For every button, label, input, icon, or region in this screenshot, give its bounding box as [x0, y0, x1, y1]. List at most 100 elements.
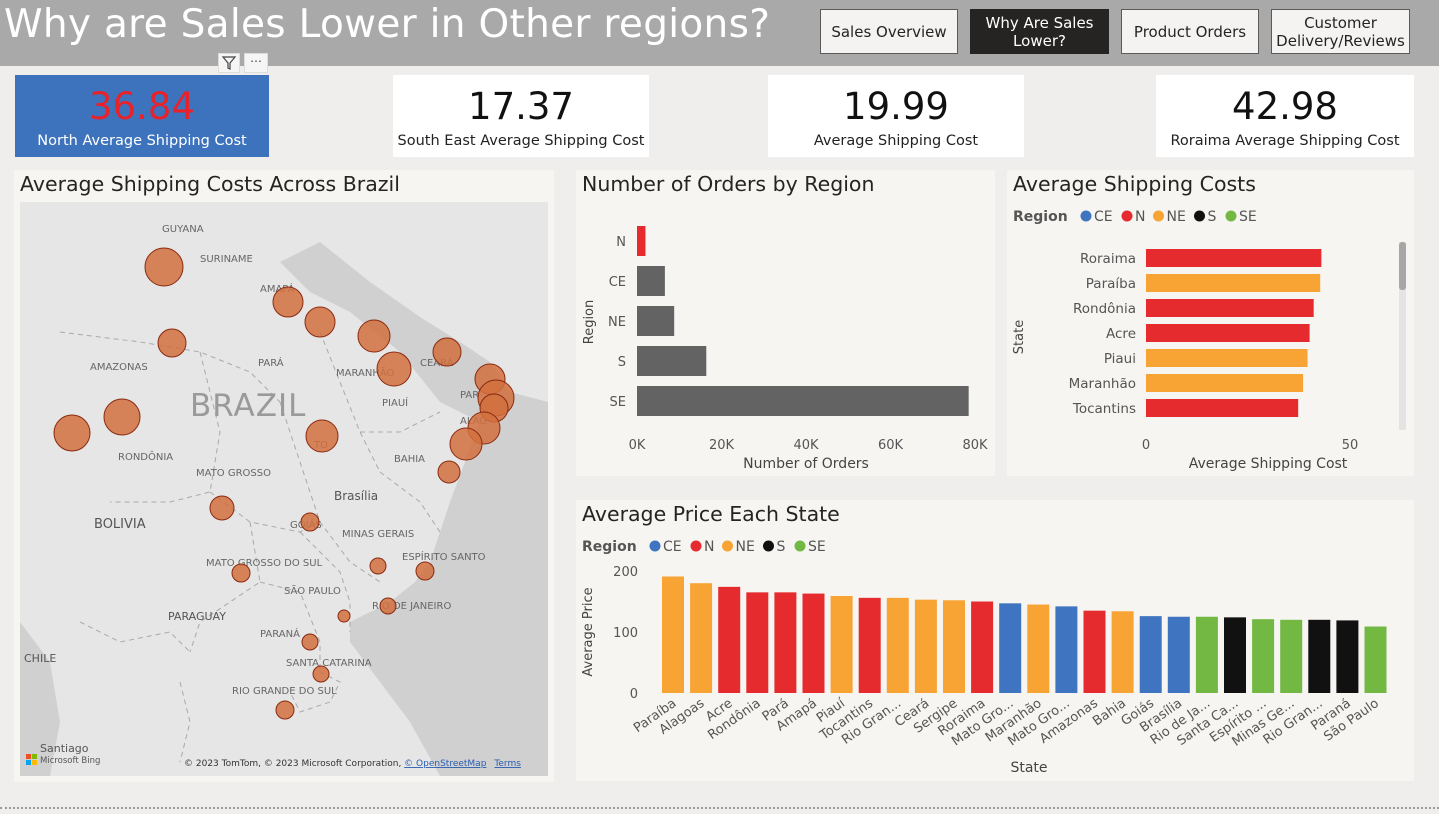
map-bubble[interactable]	[301, 633, 319, 651]
bar[interactable]	[971, 601, 994, 694]
bar[interactable]	[1139, 616, 1162, 693]
legend-swatch[interactable]	[1225, 210, 1237, 222]
map-bubble[interactable]	[357, 319, 391, 353]
openstreetmap-link[interactable]: © OpenStreetMap	[404, 759, 487, 769]
bar[interactable]	[1224, 617, 1246, 693]
bar[interactable]	[1167, 616, 1190, 693]
legend-item[interactable]: NE	[1167, 209, 1186, 225]
map-bubble[interactable]	[300, 512, 320, 532]
filter-icon[interactable]	[218, 53, 240, 73]
legend-item[interactable]: S	[1208, 209, 1217, 225]
orders-by-region-chart[interactable]: N CE NE S SE 0K 20K 40K 60K 80K Number of Orders Re…	[576, 170, 995, 476]
nav-customer-delivery-reviews-button[interactable]: Customer Delivery/Reviews	[1271, 9, 1410, 54]
map-bubble[interactable]	[304, 306, 336, 338]
map-bubble[interactable]	[144, 247, 184, 287]
bar[interactable]	[914, 599, 937, 693]
legend-swatch[interactable]	[649, 540, 661, 552]
bar[interactable]	[1146, 249, 1322, 267]
map-bubble[interactable]	[379, 597, 397, 615]
more-options-icon[interactable]: ⋯	[244, 53, 268, 73]
bar[interactable]	[1308, 619, 1331, 693]
legend-swatch[interactable]	[1194, 210, 1205, 222]
legend-item[interactable]: N	[1135, 209, 1145, 225]
legend-swatch[interactable]	[1121, 210, 1133, 222]
bar[interactable]	[1195, 616, 1218, 693]
map-bubble[interactable]	[369, 557, 387, 575]
nav-sales-overview-button[interactable]: Sales Overview	[820, 9, 958, 54]
bar[interactable]	[1146, 374, 1304, 392]
shipping-costs-chart[interactable]: Roraima Paraíba Rondônia Acre Piaui Maranhão T…	[1007, 170, 1414, 476]
kpi-card-average-shipping[interactable]: 19.99 Average Shipping Cost	[768, 75, 1024, 157]
bar[interactable]	[690, 583, 713, 693]
map-bubble[interactable]	[305, 419, 339, 453]
bar[interactable]	[718, 586, 741, 693]
bar[interactable]	[1336, 620, 1359, 693]
bar[interactable]	[999, 603, 1022, 693]
legend-item[interactable]: CE	[663, 539, 682, 555]
map-bubble[interactable]	[231, 563, 251, 583]
bar[interactable]	[858, 597, 881, 693]
bar[interactable]	[637, 266, 665, 296]
legend-swatch[interactable]	[794, 540, 806, 552]
average-price-chart[interactable]: 0100200ParaíbaAlagoasAcreRondôniaParáAma…	[576, 500, 1414, 781]
map-bubble[interactable]	[376, 351, 412, 387]
map-bubble[interactable]	[449, 427, 483, 461]
bar[interactable]	[943, 600, 965, 693]
map-bubble[interactable]	[415, 561, 435, 581]
bar[interactable]	[1146, 349, 1308, 367]
bar[interactable]	[1252, 619, 1275, 693]
map-bubble[interactable]	[272, 286, 304, 318]
legend-item[interactable]: SE	[1239, 209, 1257, 225]
bar[interactable]	[886, 597, 909, 693]
legend-swatch[interactable]	[722, 540, 733, 552]
bar[interactable]	[637, 386, 969, 416]
legend-item[interactable]: NE	[736, 539, 755, 555]
bar[interactable]	[1146, 274, 1321, 292]
map-ocean-west	[20, 622, 60, 776]
map-bubble[interactable]	[432, 337, 462, 367]
legend-item[interactable]: N	[704, 539, 714, 555]
bar[interactable]	[774, 592, 797, 693]
bar[interactable]	[662, 576, 684, 693]
scrollbar-track[interactable]	[1399, 242, 1406, 430]
map-bubble[interactable]	[312, 665, 330, 683]
map-bubble[interactable]	[437, 460, 461, 484]
bar[interactable]	[1111, 611, 1134, 693]
map-bubble[interactable]	[157, 328, 187, 358]
map-bubbles[interactable]	[53, 247, 515, 720]
bar[interactable]	[1027, 604, 1050, 693]
bar[interactable]	[1146, 324, 1310, 342]
legend-swatch[interactable]	[763, 540, 774, 552]
bar[interactable]	[1280, 619, 1303, 693]
map-bubble[interactable]	[275, 700, 295, 720]
kpi-card-north-shipping[interactable]: 36.84 North Average Shipping Cost	[15, 75, 269, 157]
bar[interactable]	[1146, 299, 1314, 317]
legend-item[interactable]: CE	[1094, 209, 1113, 225]
bar[interactable]	[1364, 626, 1387, 693]
map-bubble[interactable]	[337, 609, 351, 623]
bar[interactable]	[830, 596, 853, 693]
map-bubble[interactable]	[53, 414, 91, 452]
legend-item[interactable]: S	[777, 539, 786, 555]
bar[interactable]	[746, 592, 769, 693]
bar[interactable]	[637, 306, 675, 336]
legend-item[interactable]: SE	[808, 539, 826, 555]
bar[interactable]	[637, 226, 646, 256]
bar[interactable]	[1055, 606, 1078, 693]
kpi-card-roraima-shipping[interactable]: 42.98 Roraima Average Shipping Cost	[1156, 75, 1414, 157]
nav-why-sales-lower-button[interactable]: Why Are Sales Lower?	[970, 9, 1109, 54]
map-bubble[interactable]	[209, 495, 235, 521]
legend-swatch[interactable]	[690, 540, 702, 552]
nav-product-orders-button[interactable]: Product Orders	[1121, 9, 1259, 54]
legend-swatch[interactable]	[1153, 210, 1164, 222]
brazil-map[interactable]: GUYANA SURINAME AMAPÁ AMAZONAS PARÁ MARA…	[20, 202, 548, 776]
bar[interactable]	[802, 593, 825, 693]
bar[interactable]	[1146, 399, 1299, 417]
terms-link[interactable]: Terms	[493, 759, 521, 769]
legend-swatch[interactable]	[1080, 210, 1092, 222]
map-bubble[interactable]	[103, 398, 141, 436]
bar[interactable]	[637, 346, 707, 376]
bar[interactable]	[1083, 610, 1106, 693]
scrollbar-thumb[interactable]	[1399, 242, 1406, 290]
kpi-card-southeast-shipping[interactable]: 17.37 South East Average Shipping Cost	[393, 75, 649, 157]
